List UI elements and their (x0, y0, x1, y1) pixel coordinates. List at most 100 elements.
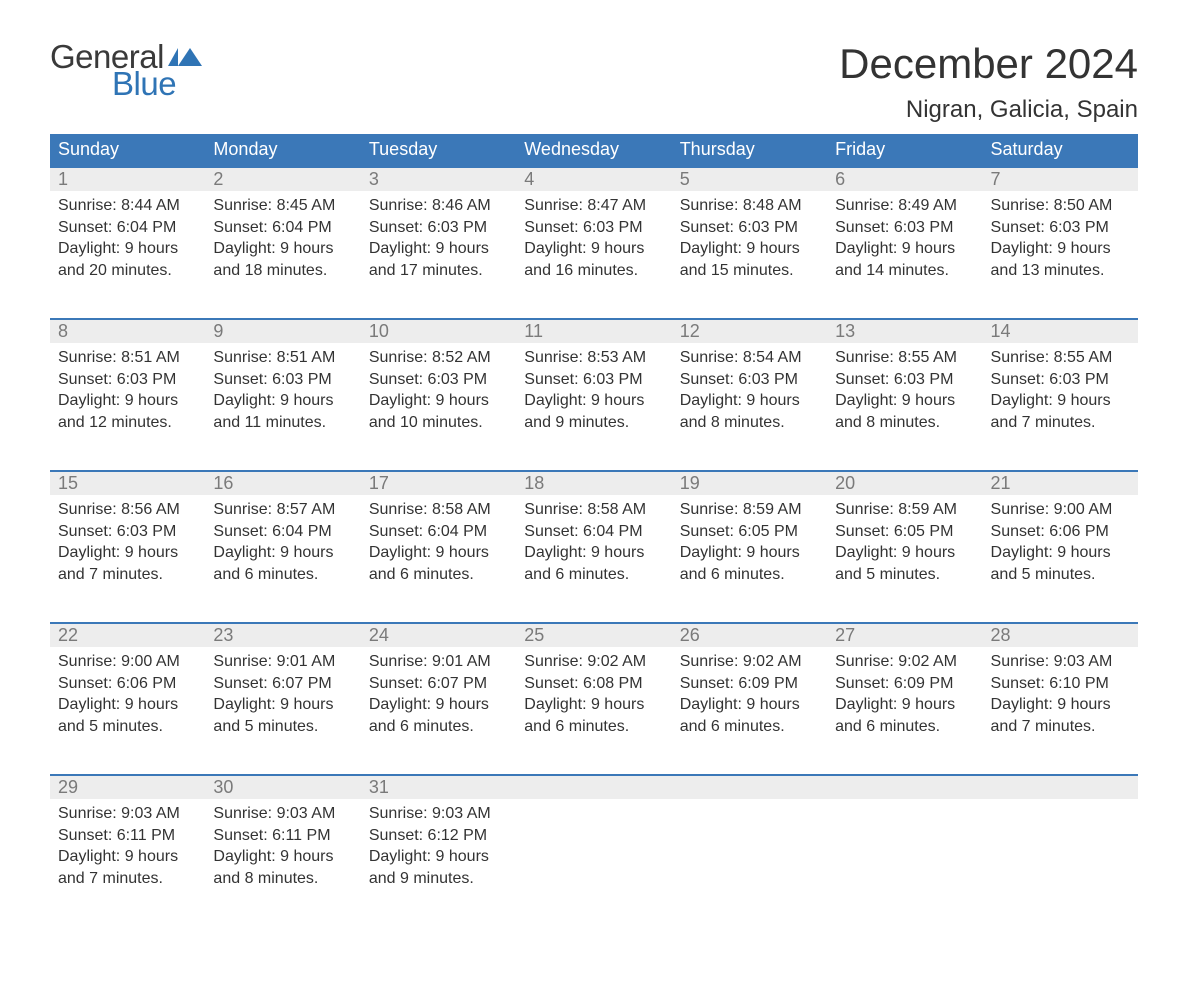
sunrise-text: Sunrise: 9:02 AM (524, 651, 663, 673)
sunrise-text: Sunrise: 8:57 AM (213, 499, 352, 521)
weekday-header: Saturday (983, 134, 1138, 167)
location: Nigran, Galicia, Spain (839, 96, 1138, 124)
day-number: 22 (58, 625, 78, 645)
sunset-text: Sunset: 6:04 PM (58, 217, 197, 239)
sunset-text: Sunset: 6:04 PM (524, 521, 663, 543)
daynum-cell: 6 (827, 167, 982, 191)
day-cell: Sunrise: 9:02 AMSunset: 6:08 PMDaylight:… (516, 647, 671, 775)
day-number: 7 (991, 169, 1001, 189)
daynum-cell: 8 (50, 319, 205, 343)
day-cell: Sunrise: 9:02 AMSunset: 6:09 PMDaylight:… (827, 647, 982, 775)
day-number: 3 (369, 169, 379, 189)
daynum-cell: 27 (827, 623, 982, 647)
weekday-header: Monday (205, 134, 360, 167)
day1-text: Daylight: 9 hours (58, 694, 197, 716)
day2-text: and 18 minutes. (213, 260, 352, 282)
day-body: Sunrise: 8:47 AMSunset: 6:03 PMDaylight:… (516, 191, 671, 289)
day-cell: Sunrise: 9:03 AMSunset: 6:11 PMDaylight:… (50, 799, 205, 927)
day-body: Sunrise: 9:00 AMSunset: 6:06 PMDaylight:… (50, 647, 205, 745)
day-cell: Sunrise: 9:00 AMSunset: 6:06 PMDaylight:… (50, 647, 205, 775)
day-number: 19 (680, 473, 700, 493)
day-cell: Sunrise: 9:03 AMSunset: 6:11 PMDaylight:… (205, 799, 360, 927)
day-cell: Sunrise: 9:03 AMSunset: 6:12 PMDaylight:… (361, 799, 516, 927)
day-cell: Sunrise: 8:58 AMSunset: 6:04 PMDaylight:… (361, 495, 516, 623)
daynum-cell: 16 (205, 471, 360, 495)
day1-text: Daylight: 9 hours (835, 542, 974, 564)
day2-text: and 6 minutes. (524, 564, 663, 586)
daynum-cell: 15 (50, 471, 205, 495)
day-cell: Sunrise: 8:51 AMSunset: 6:03 PMDaylight:… (205, 343, 360, 471)
day-number: 31 (369, 777, 389, 797)
day-cell: Sunrise: 8:50 AMSunset: 6:03 PMDaylight:… (983, 191, 1138, 319)
sunrise-text: Sunrise: 9:02 AM (835, 651, 974, 673)
day-cell: Sunrise: 8:59 AMSunset: 6:05 PMDaylight:… (672, 495, 827, 623)
sunset-text: Sunset: 6:03 PM (991, 369, 1130, 391)
day2-text: and 16 minutes. (524, 260, 663, 282)
daybody-row: Sunrise: 9:00 AMSunset: 6:06 PMDaylight:… (50, 647, 1138, 775)
day1-text: Daylight: 9 hours (835, 390, 974, 412)
day-body: Sunrise: 8:46 AMSunset: 6:03 PMDaylight:… (361, 191, 516, 289)
month-title: December 2024 (839, 40, 1138, 88)
sunset-text: Sunset: 6:06 PM (58, 673, 197, 695)
day2-text: and 7 minutes. (58, 868, 197, 890)
daynum-cell: 1 (50, 167, 205, 191)
calendar-table: Sunday Monday Tuesday Wednesday Thursday… (50, 134, 1138, 927)
day-body: Sunrise: 8:58 AMSunset: 6:04 PMDaylight:… (516, 495, 671, 593)
sunrise-text: Sunrise: 8:45 AM (213, 195, 352, 217)
day1-text: Daylight: 9 hours (369, 846, 508, 868)
day-body: Sunrise: 8:53 AMSunset: 6:03 PMDaylight:… (516, 343, 671, 441)
daynum-cell: 30 (205, 775, 360, 799)
sunrise-text: Sunrise: 8:53 AM (524, 347, 663, 369)
day-number: 4 (524, 169, 534, 189)
day2-text: and 6 minutes. (213, 564, 352, 586)
day-number: 27 (835, 625, 855, 645)
day-number: 28 (991, 625, 1011, 645)
sunrise-text: Sunrise: 8:50 AM (991, 195, 1130, 217)
day-number: 26 (680, 625, 700, 645)
sunrise-text: Sunrise: 8:54 AM (680, 347, 819, 369)
day-body: Sunrise: 8:49 AMSunset: 6:03 PMDaylight:… (827, 191, 982, 289)
sunset-text: Sunset: 6:03 PM (991, 217, 1130, 239)
day2-text: and 6 minutes. (680, 564, 819, 586)
day1-text: Daylight: 9 hours (835, 238, 974, 260)
daynum-cell: 13 (827, 319, 982, 343)
day2-text: and 20 minutes. (58, 260, 197, 282)
sunset-text: Sunset: 6:03 PM (58, 369, 197, 391)
day2-text: and 8 minutes. (835, 412, 974, 434)
sunset-text: Sunset: 6:03 PM (369, 217, 508, 239)
daynum-cell: 29 (50, 775, 205, 799)
day-cell: Sunrise: 8:54 AMSunset: 6:03 PMDaylight:… (672, 343, 827, 471)
day1-text: Daylight: 9 hours (680, 390, 819, 412)
day-cell: Sunrise: 8:59 AMSunset: 6:05 PMDaylight:… (827, 495, 982, 623)
day-number: 15 (58, 473, 78, 493)
daynum-cell: 26 (672, 623, 827, 647)
day-cell: Sunrise: 8:56 AMSunset: 6:03 PMDaylight:… (50, 495, 205, 623)
daynum-cell: 19 (672, 471, 827, 495)
day-body: Sunrise: 8:56 AMSunset: 6:03 PMDaylight:… (50, 495, 205, 593)
day-cell: Sunrise: 8:52 AMSunset: 6:03 PMDaylight:… (361, 343, 516, 471)
day-body: Sunrise: 8:59 AMSunset: 6:05 PMDaylight:… (672, 495, 827, 593)
day1-text: Daylight: 9 hours (213, 542, 352, 564)
day-cell: Sunrise: 9:00 AMSunset: 6:06 PMDaylight:… (983, 495, 1138, 623)
day1-text: Daylight: 9 hours (369, 238, 508, 260)
day1-text: Daylight: 9 hours (524, 238, 663, 260)
sunset-text: Sunset: 6:03 PM (524, 217, 663, 239)
title-block: December 2024 Nigran, Galicia, Spain (839, 40, 1138, 124)
day2-text: and 6 minutes. (835, 716, 974, 738)
day-body: Sunrise: 8:48 AMSunset: 6:03 PMDaylight:… (672, 191, 827, 289)
daynum-row: 1234567 (50, 167, 1138, 191)
sunset-text: Sunset: 6:11 PM (213, 825, 352, 847)
daynum-cell: 20 (827, 471, 982, 495)
day-body: Sunrise: 8:57 AMSunset: 6:04 PMDaylight:… (205, 495, 360, 593)
sunset-text: Sunset: 6:03 PM (680, 369, 819, 391)
day2-text: and 5 minutes. (835, 564, 974, 586)
day1-text: Daylight: 9 hours (58, 390, 197, 412)
day-number: 21 (991, 473, 1011, 493)
sunrise-text: Sunrise: 8:55 AM (835, 347, 974, 369)
daybody-row: Sunrise: 8:56 AMSunset: 6:03 PMDaylight:… (50, 495, 1138, 623)
day-cell: Sunrise: 9:01 AMSunset: 6:07 PMDaylight:… (361, 647, 516, 775)
day-cell: Sunrise: 8:44 AMSunset: 6:04 PMDaylight:… (50, 191, 205, 319)
daynum-row: 2930 31 (50, 775, 1138, 799)
day-cell: Sunrise: 9:03 AMSunset: 6:10 PMDaylight:… (983, 647, 1138, 775)
daybody-row: Sunrise: 9:03 AMSunset: 6:11 PMDaylight:… (50, 799, 1138, 927)
